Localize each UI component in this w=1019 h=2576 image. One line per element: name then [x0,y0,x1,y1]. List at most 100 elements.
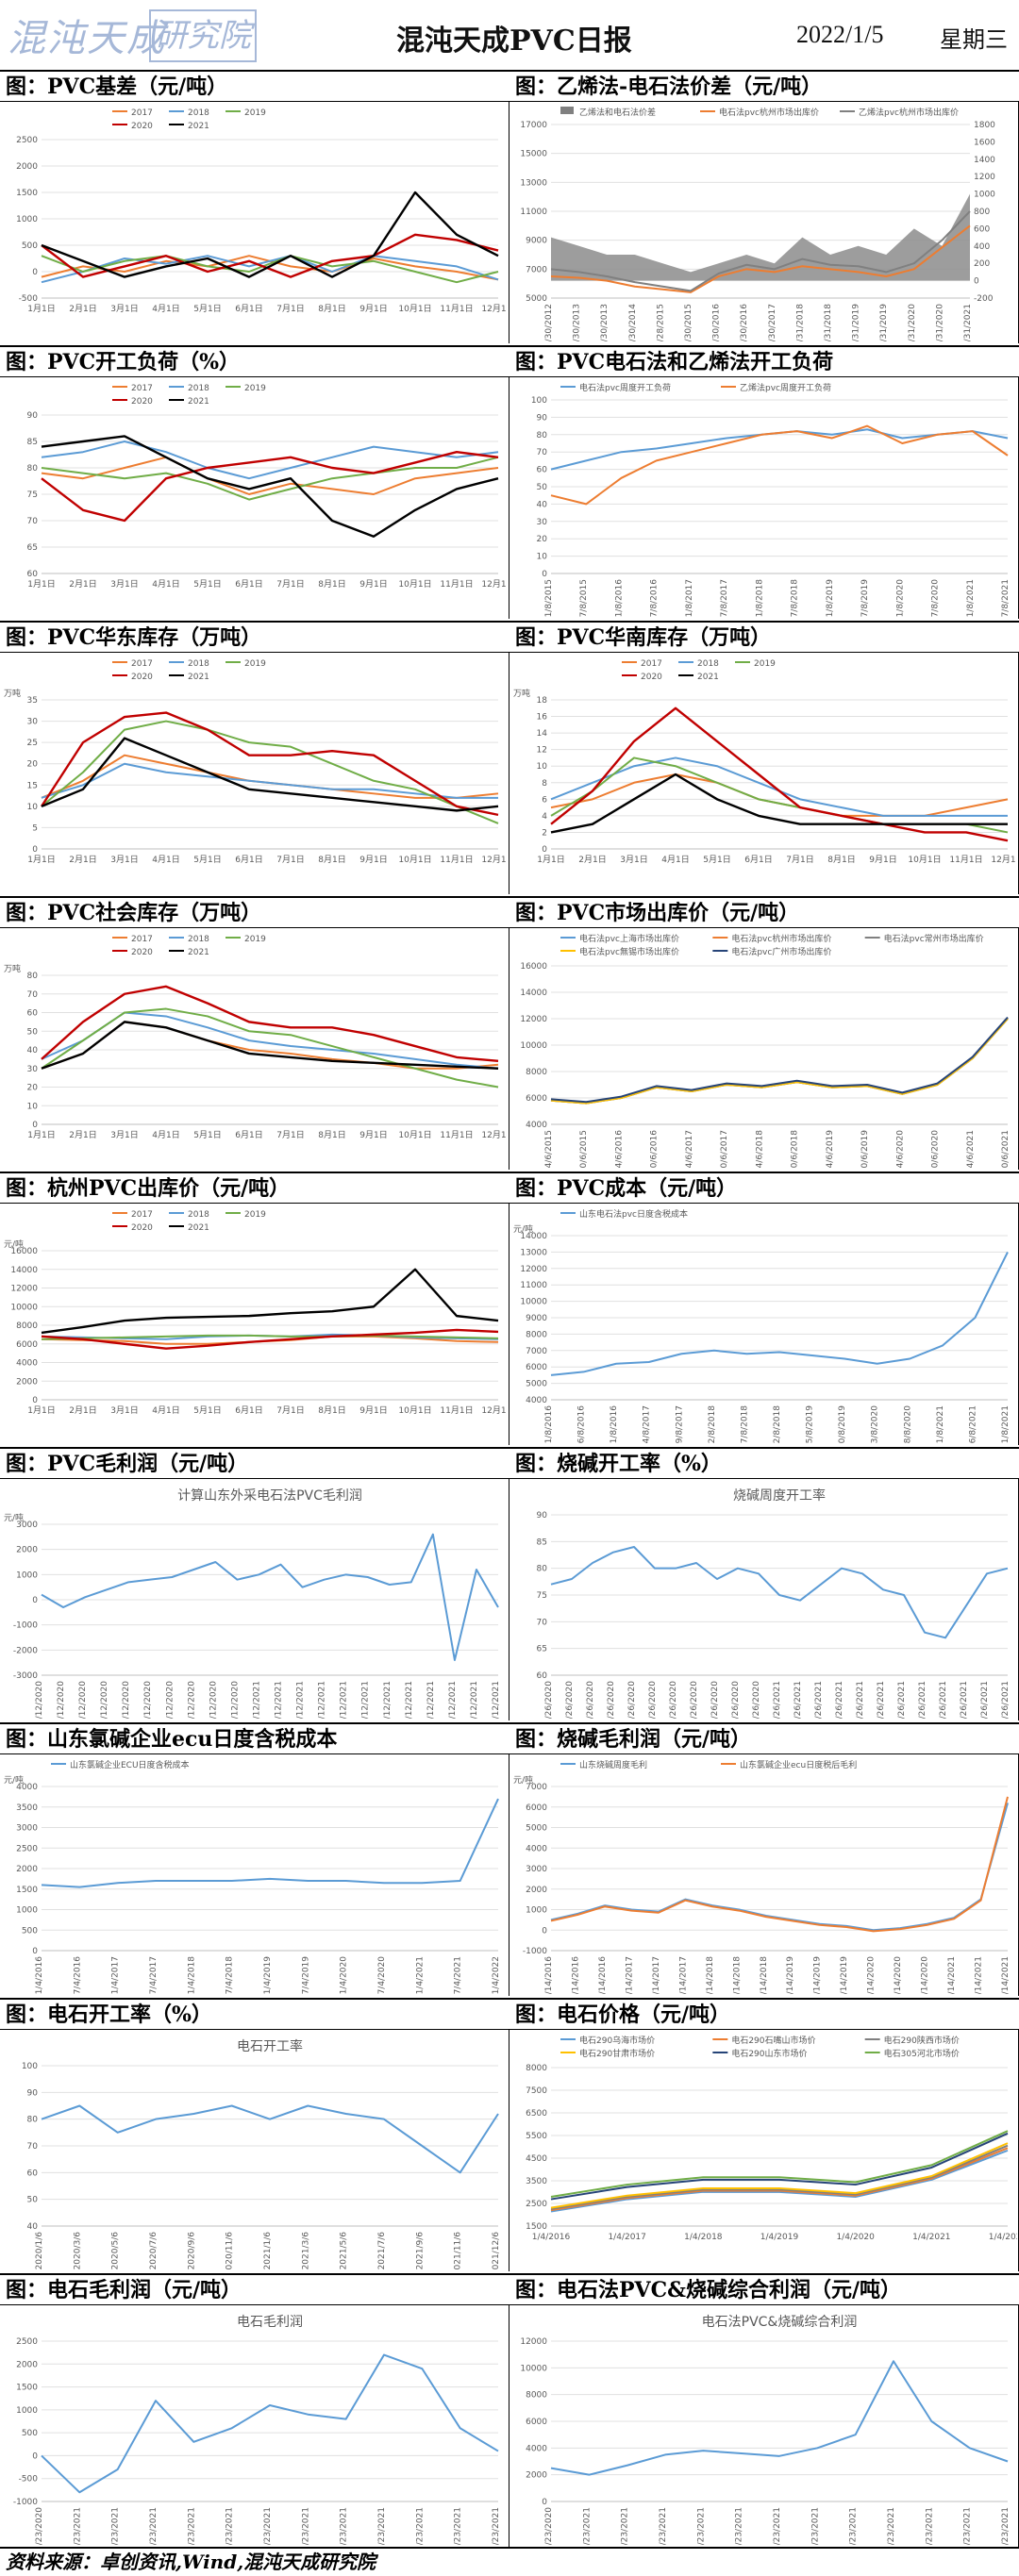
x-tick-label: 3/31/2019 [852,304,861,341]
x-tick-label: 10月1日 [908,855,941,865]
series-line [41,720,499,824]
y-tick-label: 8000 [16,1321,38,1331]
x-tick-label: 10/23/2021 [415,2507,425,2545]
x-tick-label: 4月1日 [152,1405,179,1416]
y-tick-label: 75 [537,1591,547,1601]
y2-tick-label: 200 [974,259,990,269]
y-tick-label: 70 [537,1618,548,1627]
legend-label: 2017 [131,659,153,669]
x-tick-label: 11/12/2021 [470,1681,479,1719]
y-tick-label: 8000 [526,2064,547,2073]
y-tick-label: 8000 [526,1068,547,1077]
x-tick-label: 12月1日 [481,1130,508,1140]
y-tick-label: 7500 [526,2086,547,2096]
x-tick-label: 2/8/2018 [708,1405,717,1443]
x-tick-label: 4月1日 [152,304,179,314]
x-tick-label: 6月1日 [744,855,772,865]
y-tick-label: 7000 [526,1347,547,1356]
x-tick-label: 9/23/2021 [887,2507,896,2545]
chart-panel: 图：电石开工率（%） 电石开工率 100 90 80 70 60 50 40 2020/1/6 20… [0,1998,510,2271]
y-tick-label: 4000 [526,1121,547,1130]
series-line [41,1334,499,1340]
y-tick-label: 16000 [10,1247,38,1256]
x-tick-label: 11/14/2021 [1001,1956,1011,1994]
y-tick-label: 2500 [16,2337,38,2347]
x-tick-label: 4/6/2020 [895,1130,905,1168]
x-tick-label: 2021/5/6 [340,2232,349,2269]
series-line [41,233,499,278]
legend-label: 电石法pvc周度开工负荷 [579,382,671,393]
y-tick-label: -500 [19,294,39,304]
y-tick-label: 5000 [526,1824,547,1834]
panel-title: 图：山东氯碱企业ecu日度含税成本 [0,1722,510,1754]
report-header: 混沌天成 研究院 混沌天成PVC日报 2022/1/5 星期三 [0,0,1019,72]
series-line [41,191,499,278]
x-tick-label: 4/6/2017 [685,1130,694,1168]
series-line [41,1007,499,1089]
panel-title: 图：电石毛利润（元/吨） [0,2273,510,2305]
x-tick-label: 11月1日 [440,579,473,590]
y-tick-label: 1000 [16,1571,38,1580]
series-line [41,2104,499,2174]
panel-title: 图：乙烯法-电石法价差（元/吨） [510,70,1019,102]
x-tick-label: 9月1日 [359,1405,387,1416]
x-tick-label: 10月1日 [398,1130,431,1140]
x-tick-label: 7/23/2021 [301,2507,310,2545]
chart-panel: 图：电石价格（元/吨） 电石290乌海市场价 电石290石嘴山市场价 电石290陕西市… [510,1998,1019,2271]
series-line [41,451,499,523]
x-tick-label: 6/8/2016 [577,1405,587,1443]
legend-label: 山东氯碱企业ecu日度税后毛利 [740,1759,857,1770]
series-line [550,424,1009,506]
x-tick-label: 10月1日 [398,1405,431,1416]
x-tick-label: 1/4/2017 [111,1956,121,1994]
series-line [41,1328,499,1350]
panel-title: 图：PVC电石法和乙烯法开工负荷 [510,345,1019,377]
x-tick-label: 12/12/2021 [492,1681,501,1719]
y-tick-label: 7000 [526,265,547,274]
x-tick-label: 4/8/2017 [643,1405,652,1443]
x-tick-label: 8/23/2021 [849,2507,859,2545]
x-tick-label: 8/26/2020 [669,1681,678,1719]
x-tick-label: 7/8/2017 [720,579,729,617]
x-tick-label: 8/23/2021 [340,2507,349,2545]
x-tick-label: 1/4/2017 [608,2233,645,2242]
series-line [550,1017,1009,1104]
x-tick-label: 5月1日 [193,855,221,865]
legend-label: 2018 [188,659,209,669]
x-tick-label: 2021/7/6 [377,2232,387,2269]
legend-label: 电石290陕西市场价 [884,2035,960,2046]
x-tick-label: 9/26/2021 [939,1681,948,1719]
x-tick-label: 10/12/2020 [187,1681,196,1719]
y-tick-label: 6 [542,795,547,805]
y-tick-label: 16000 [520,962,547,972]
x-tick-label: 12月1日 [481,1405,508,1416]
y-tick-label: 10000 [520,1041,547,1051]
x-tick-label: 1/4/2022 [989,2233,1017,2242]
x-tick-label: 6/26/2021 [877,1681,886,1719]
x-tick-label: 2020/7/6 [149,2232,159,2269]
x-tick-label: 8/26/2021 [918,1681,927,1719]
legend-label: 电石法pvc常州市场出库价 [884,933,984,944]
y-tick-label: 50 [27,1027,39,1037]
y2-tick-label: 1800 [974,121,995,130]
y-tick-label: 11000 [520,208,547,217]
y2-tick-label: 600 [974,224,990,234]
y-tick-label: 100 [531,396,547,406]
x-tick-label: 11/8/2021 [1001,1405,1011,1443]
x-tick-label: 2/26/2021 [793,1681,803,1719]
y-tick-label: 3000 [526,1865,547,1874]
x-tick-label: 7月1日 [276,1405,304,1416]
y-tick-label: 0 [542,570,547,579]
x-tick-label: 2月1日 [69,1405,96,1416]
x-tick-label: 1/4/2016 [532,2233,571,2242]
series-line [41,1268,499,1335]
y2-tick-label: 1000 [974,191,995,200]
y-tick-label: 1500 [16,1886,38,1895]
x-tick-label: 2/23/2021 [111,2507,121,2545]
y-tick-label: 50 [27,2196,39,2205]
y-tick-label: 90 [27,2088,39,2098]
x-tick-label: 7/8/2021 [1001,579,1011,617]
x-tick-label: 12/26/2020 [752,1681,761,1719]
x-tick-label: 9/12/2021 [426,1681,436,1719]
legend-label: 山东烧碱周度毛利 [579,1759,647,1770]
